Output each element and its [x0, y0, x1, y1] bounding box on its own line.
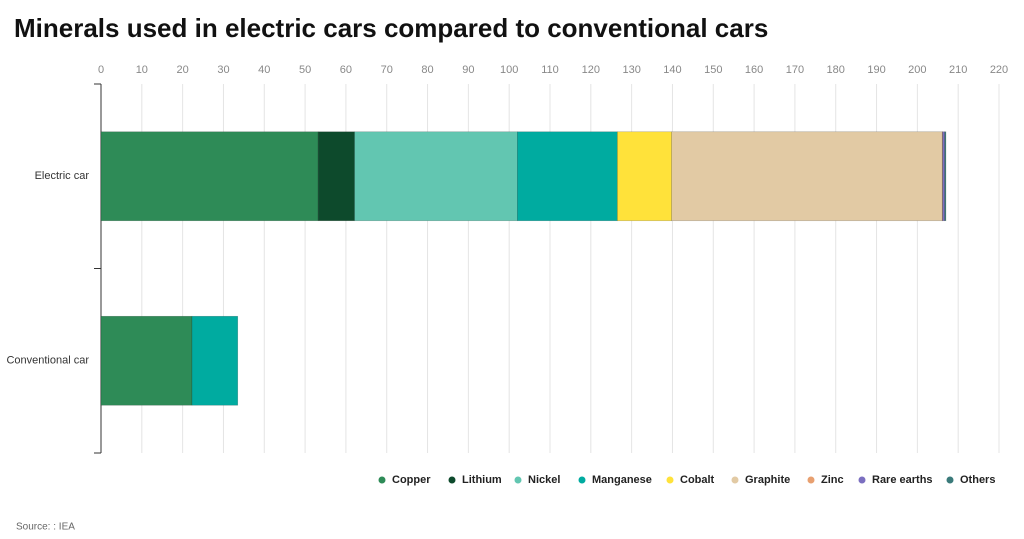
bar-segment [100, 315, 193, 406]
bar-segment [671, 131, 943, 222]
legend-marker [514, 476, 522, 484]
source: Source: : IEA [16, 522, 75, 533]
legend-marker [666, 476, 674, 484]
x-tick-label: 0 [98, 64, 104, 76]
legend-marker [807, 476, 815, 484]
y-tick-label: Electric car [35, 170, 90, 182]
legend-label: Manganese [592, 474, 652, 486]
legend-marker [448, 476, 456, 484]
x-tick-label: 130 [622, 64, 640, 76]
legend-marker [946, 476, 954, 484]
legend-marker [731, 476, 739, 484]
bar-segment [100, 131, 319, 222]
x-tick-label: 170 [786, 64, 804, 76]
bar-segment [191, 315, 239, 406]
x-tick-label: 180 [827, 64, 845, 76]
legend-marker [578, 476, 586, 484]
x-tick-label: 190 [867, 64, 885, 76]
legend-label: Others [960, 474, 995, 486]
x-tick-label: 120 [582, 64, 600, 76]
legend-label: Cobalt [680, 474, 715, 486]
x-tick-label: 40 [258, 64, 270, 76]
bar-segment [944, 131, 947, 222]
chart-title: Minerals used in electric cars compared … [14, 13, 768, 43]
x-tick-label: 160 [745, 64, 763, 76]
legend-label: Graphite [745, 474, 790, 486]
bar-segment [942, 131, 946, 222]
x-tick-label: 60 [340, 64, 352, 76]
legend-label: Copper [392, 474, 431, 486]
legend-marker [378, 476, 386, 484]
x-tick-label: 210 [949, 64, 967, 76]
x-tick-label: 200 [908, 64, 926, 76]
x-tick-label: 110 [541, 64, 559, 76]
x-tick-label: 150 [704, 64, 722, 76]
legend-marker [858, 476, 866, 484]
y-tick-label: Conventional car [6, 355, 89, 367]
bar-segment [617, 131, 672, 222]
x-tick-label: 10 [136, 64, 148, 76]
x-tick-label: 70 [381, 64, 393, 76]
bar-segment [317, 131, 355, 222]
x-tick-label: 90 [462, 64, 474, 76]
x-tick-label: 20 [177, 64, 189, 76]
legend-label: Nickel [528, 474, 560, 486]
legend-label: Lithium [462, 474, 502, 486]
x-tick-label: 140 [663, 64, 681, 76]
bar-segment [517, 131, 618, 222]
x-tick-label: 80 [421, 64, 433, 76]
x-tick-label: 30 [217, 64, 229, 76]
x-tick-label: 50 [299, 64, 311, 76]
legend-label: Zinc [821, 474, 844, 486]
legend-label: Rare earths [872, 474, 933, 486]
bar-segment [354, 131, 518, 222]
x-tick-label: 220 [990, 64, 1008, 76]
x-tick-label: 100 [500, 64, 518, 76]
